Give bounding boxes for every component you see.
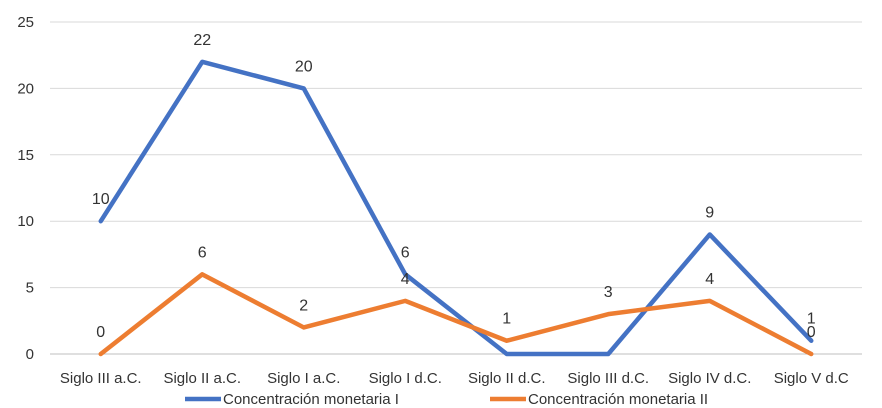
y-tick-label: 0 <box>26 346 34 363</box>
data-label: 1 <box>807 311 816 328</box>
data-label: 4 <box>401 271 410 288</box>
x-tick-label: Siglo III d.C. <box>567 370 649 387</box>
data-label: 4 <box>705 271 714 288</box>
x-tick-label: Siglo III a.C. <box>60 370 142 387</box>
y-tick-label: 25 <box>17 14 34 31</box>
series-lines <box>98 59 814 357</box>
data-label: 20 <box>295 58 313 75</box>
legend-label: Concentración monetaria II <box>528 391 708 408</box>
legend-label: Concentración monetaria I <box>223 391 399 408</box>
x-tick-label: Siglo I d.C. <box>369 370 442 387</box>
data-label: 3 <box>604 284 613 301</box>
y-axis-ticks: 0 5 10 15 20 25 <box>17 14 34 363</box>
x-tick-label: Siglo II a.C. <box>163 370 241 387</box>
x-tick-label: Siglo V d.C <box>774 370 849 387</box>
x-tick-label: Siglo I a.C. <box>267 370 340 387</box>
series-line-1 <box>98 59 814 357</box>
series-line-2 <box>98 272 814 357</box>
data-label: 6 <box>401 244 410 261</box>
legend: Concentración monetaria I Concentración m… <box>185 391 708 408</box>
data-label: 0 <box>807 324 816 341</box>
data-label: 10 <box>92 191 110 208</box>
data-label: 1 <box>502 311 511 328</box>
x-axis-ticks: Siglo III a.C. Siglo II a.C. Siglo I a.C. S… <box>60 370 849 387</box>
y-tick-label: 20 <box>17 80 34 97</box>
y-tick-label: 10 <box>17 213 34 230</box>
y-tick-label: 5 <box>26 280 34 297</box>
data-label: 9 <box>705 204 714 221</box>
x-tick-label: Siglo IV d.C. <box>668 370 751 387</box>
data-label: 6 <box>198 244 207 261</box>
x-tick-label: Siglo II d.C. <box>468 370 546 387</box>
data-label: 22 <box>193 32 211 49</box>
y-tick-label: 15 <box>17 147 34 164</box>
data-label: 2 <box>299 297 308 314</box>
gridlines <box>50 21 862 355</box>
data-label: 0 <box>96 324 105 341</box>
